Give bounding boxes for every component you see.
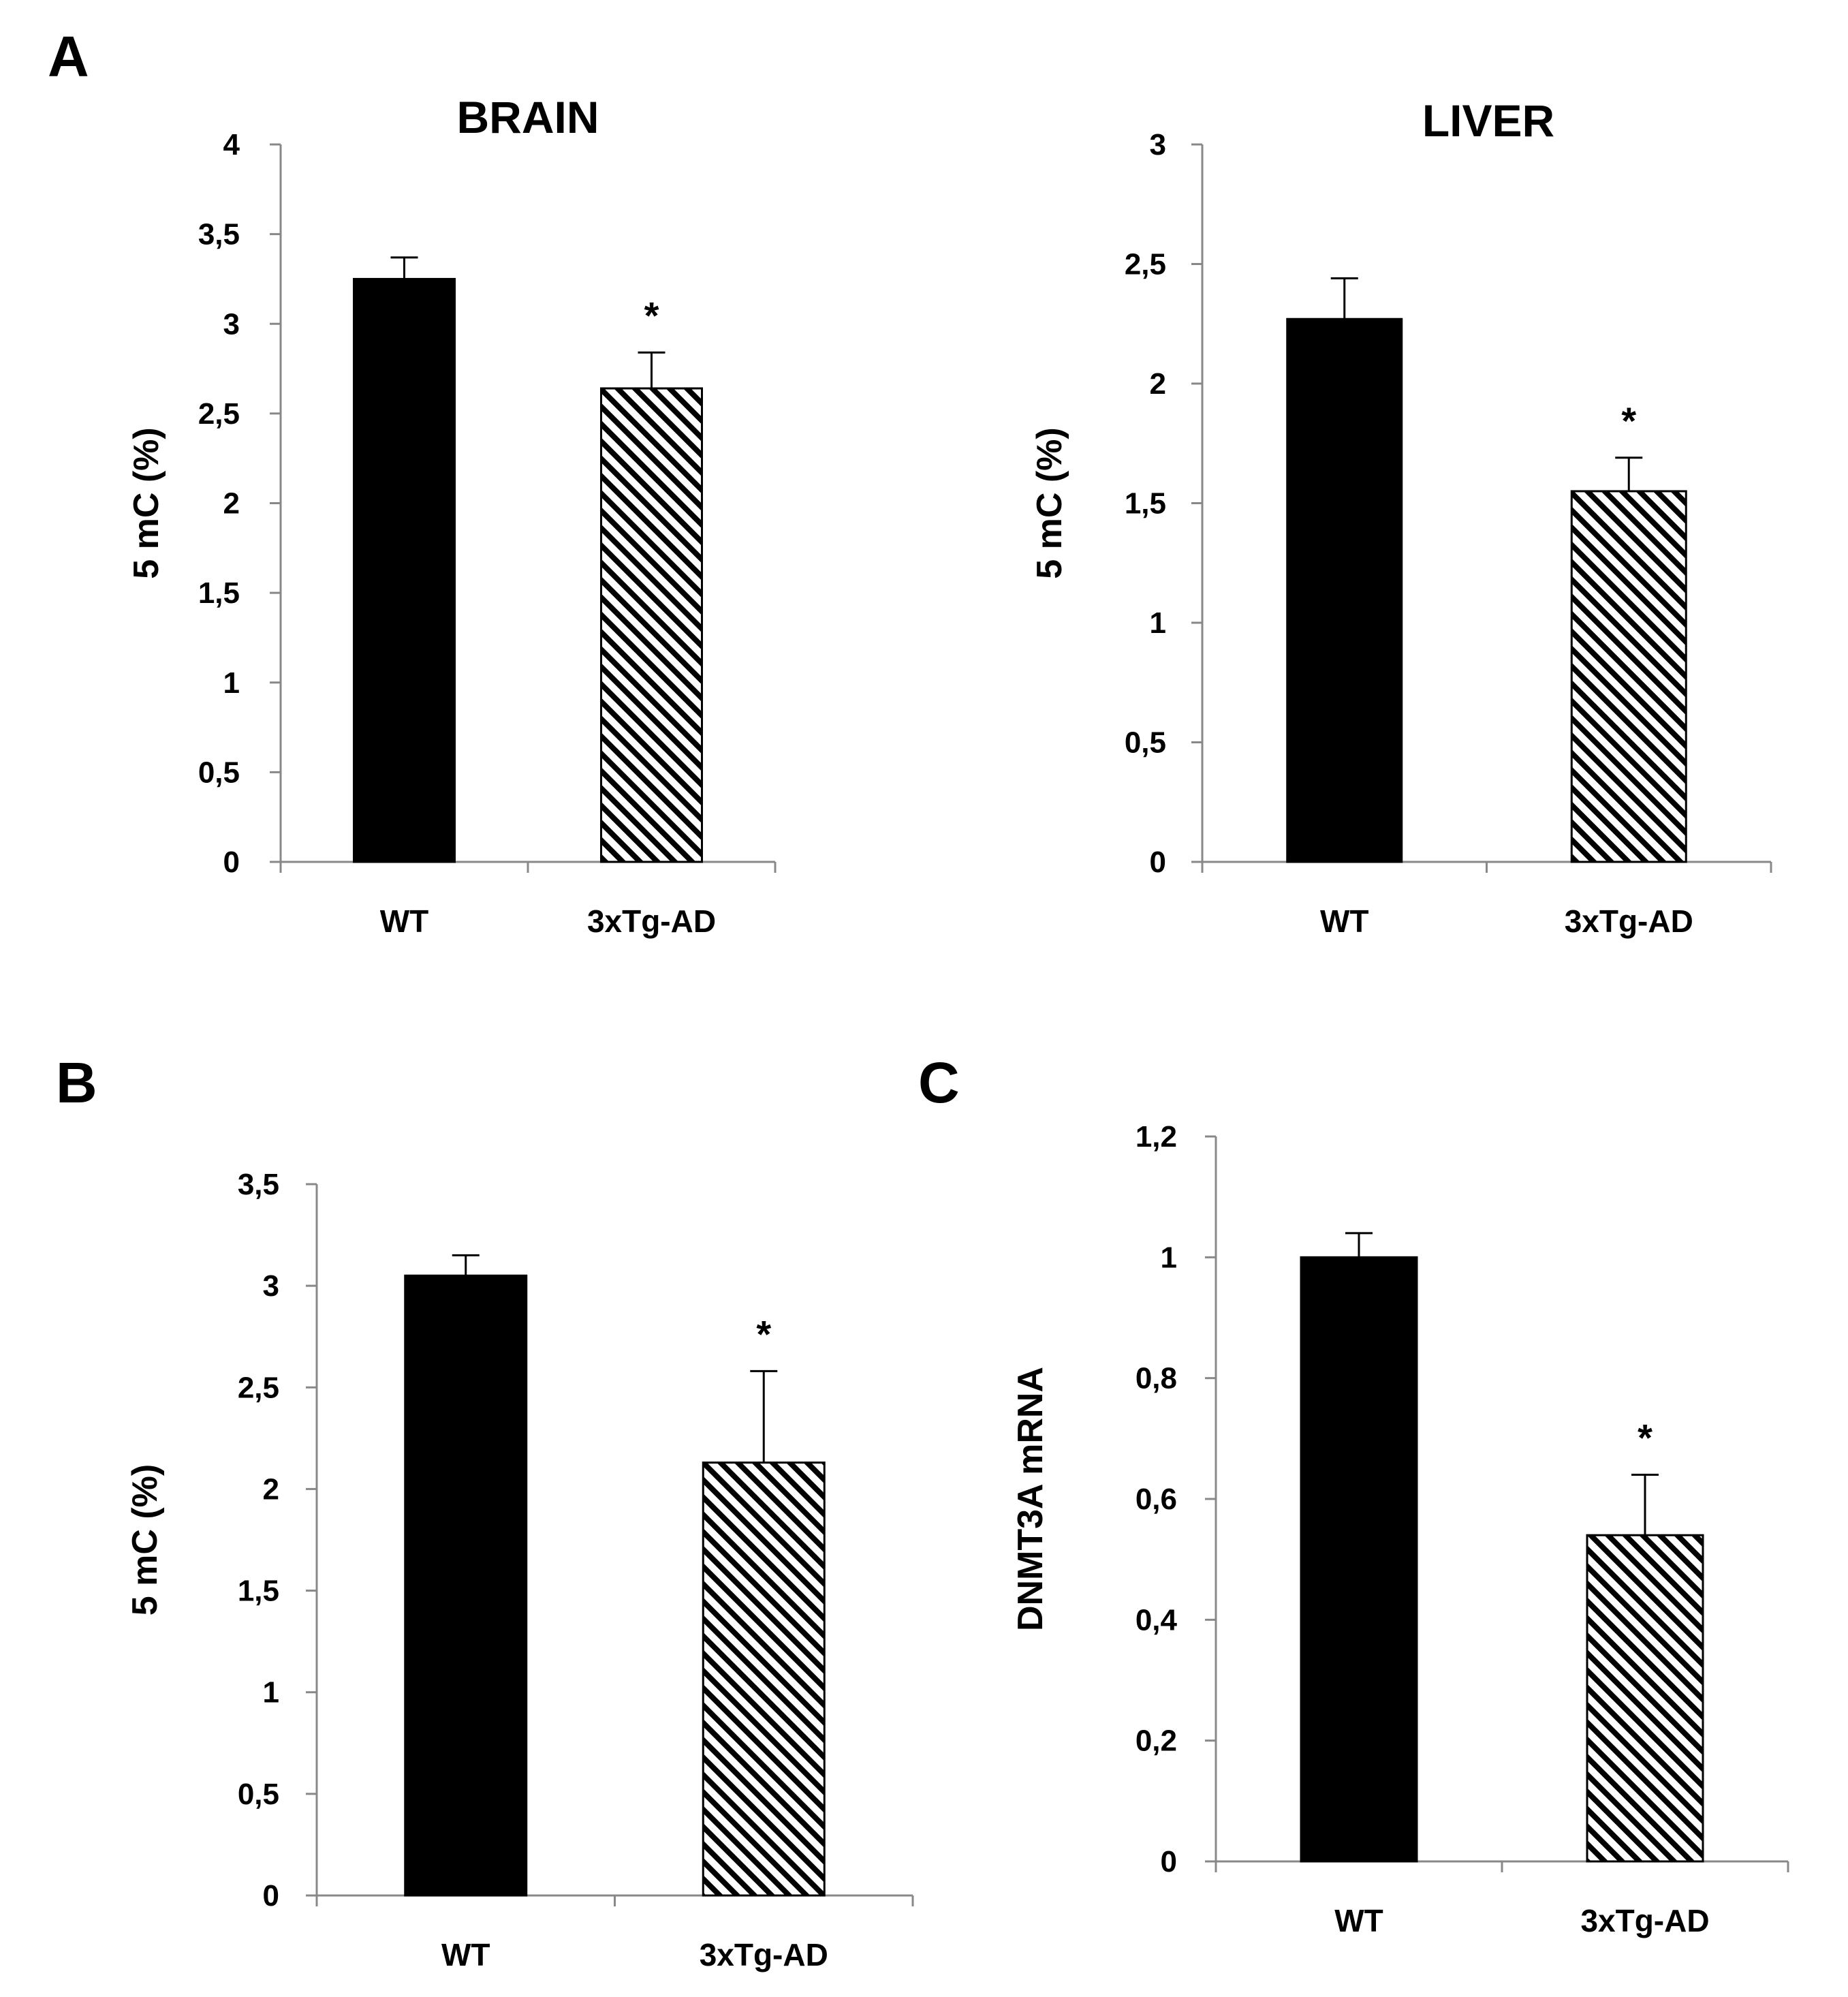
- y-axis-title: DNMT3A mRNA: [1011, 1367, 1050, 1631]
- y-tick-label: 0,6: [1136, 1483, 1177, 1516]
- y-tick-label: 1: [1161, 1241, 1177, 1274]
- y-axis-title: 5 mC (%): [127, 427, 166, 578]
- bar-wt: [1286, 318, 1403, 863]
- panel-label-c: C: [918, 1051, 960, 1115]
- y-tick-label: 0: [263, 1879, 279, 1913]
- category-label: WT: [380, 903, 429, 939]
- y-tick-label: 0,8: [1136, 1362, 1177, 1395]
- y-tick-label: 3,5: [238, 1168, 279, 1201]
- chart-title: LIVER: [1422, 95, 1554, 146]
- y-tick-label: 2: [263, 1472, 279, 1506]
- significance-marker: *: [756, 1312, 771, 1355]
- y-tick-label: 0,5: [238, 1778, 279, 1811]
- y-tick-label: 2,5: [198, 397, 240, 431]
- y-tick-label: 1: [1150, 606, 1166, 640]
- y-tick-label: 4: [223, 128, 240, 161]
- panel-label-b: B: [56, 1051, 97, 1115]
- y-tick-label: 2,5: [238, 1371, 279, 1404]
- y-tick-label: 0,5: [198, 756, 240, 789]
- panel-b-chart: 5 mC (%) 0 0,5 1 1,5 2 2,5 3 3,5 WT * 3xTg-AD: [125, 1168, 914, 1972]
- category-label: WT: [1334, 1903, 1383, 1938]
- bar-wt: [1300, 1256, 1418, 1863]
- y-tick-label: 0,5: [1125, 726, 1166, 760]
- category-label: 3xTg-AD: [587, 903, 716, 939]
- y-tick-label: 1: [263, 1676, 279, 1709]
- y-tick-label: 1: [223, 666, 240, 700]
- significance-marker: *: [1638, 1417, 1653, 1459]
- bar-3xtg-ad: [702, 1461, 826, 1897]
- category-label: 3xTg-AD: [1565, 903, 1693, 939]
- chart-title: BRAIN: [457, 92, 599, 142]
- y-tick-label: 0,4: [1136, 1603, 1178, 1637]
- y-tick-label: 3: [1150, 128, 1166, 161]
- panel-label-a: A: [48, 25, 89, 89]
- y-tick-label: 0: [1150, 846, 1166, 879]
- brain-chart: BRAIN 5 mC (%) 0 0,5 1 1,5 2 2,5 3 3,5 4 WT * 3xTg-AD: [127, 92, 777, 939]
- y-tick-label: 2: [223, 487, 240, 521]
- y-tick-label: 1,5: [238, 1575, 279, 1608]
- y-tick-label: 0,2: [1136, 1724, 1177, 1758]
- category-label: 3xTg-AD: [700, 1937, 828, 1972]
- bar-3xtg-ad: [1570, 490, 1687, 863]
- bar-wt: [353, 277, 456, 863]
- significance-marker: *: [644, 294, 659, 337]
- y-tick-label: 2,5: [1125, 248, 1166, 281]
- y-tick-label: 2: [1150, 367, 1166, 401]
- bar-3xtg-ad: [1586, 1534, 1704, 1863]
- significance-marker: *: [1621, 399, 1636, 442]
- y-tick-label: 1,5: [198, 576, 240, 610]
- category-label: WT: [441, 1937, 490, 1972]
- y-tick-label: 3: [263, 1269, 279, 1303]
- y-axis-title: 5 mC (%): [1030, 427, 1069, 578]
- bar-3xtg-ad: [600, 387, 703, 863]
- y-tick-label: 3,5: [198, 218, 240, 251]
- dnmt3a-chart: DNMT3A mRNA 0 0,2 0,4 0,6 0,8 1 1,2 WT * 3xTg-AD: [1011, 1120, 1789, 1938]
- liver-chart: LIVER 5 mC (%) 0 0,5 1 1,5 2 2,5 3 WT * 3xTg-AD: [1030, 95, 1772, 939]
- y-tick-label: 0: [1161, 1845, 1177, 1878]
- y-tick-label: 1,2: [1136, 1120, 1177, 1154]
- category-label: 3xTg-AD: [1580, 1903, 1709, 1938]
- category-label: WT: [1320, 903, 1369, 939]
- y-tick-label: 1,5: [1125, 487, 1166, 521]
- y-axis-title: 5 mC (%): [125, 1464, 165, 1615]
- y-tick-label: 0: [223, 846, 240, 879]
- y-tick-label: 3: [223, 307, 240, 341]
- bar-wt: [404, 1274, 528, 1897]
